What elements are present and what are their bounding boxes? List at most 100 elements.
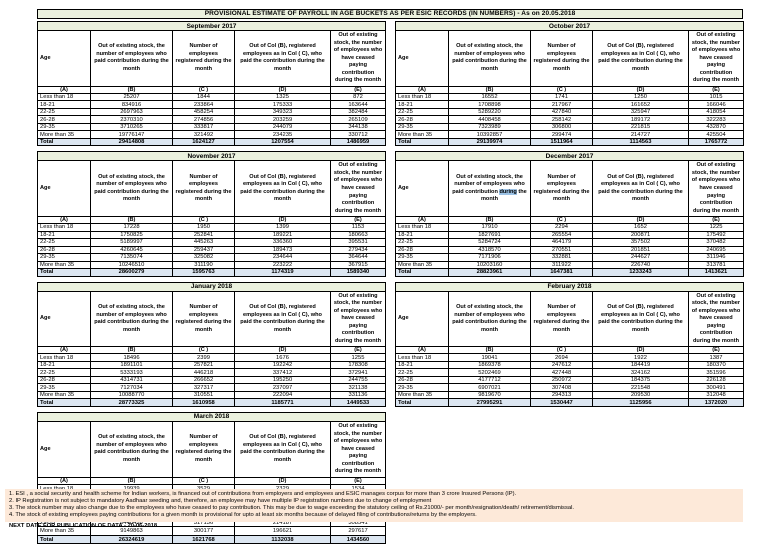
column-letter: (B) (90, 476, 173, 485)
table-row: Less than 18 18496 2399 1676 1255 (37, 353, 387, 362)
table-row: 22-25 5189997 445263 336360 395531 (37, 238, 386, 247)
next-date: NEXT DATE FOR PUBLICATION OF DATA - 20-0… (9, 523, 158, 529)
column-letter: (C ) (172, 85, 235, 94)
value-cell: 203259 (234, 115, 331, 124)
col-header-d: Out of Col (B), registered employees as … (234, 30, 331, 87)
total-value-cell: 29414808 (90, 137, 173, 147)
table-row: More than 35 10246510 311190 223222 367915 (37, 260, 386, 270)
col-header-c: Number of employees registered during th… (530, 160, 593, 218)
value-cell: 209530 (592, 391, 689, 400)
value-cell: 445263 (172, 238, 235, 247)
total-value-cell: 1595763 (172, 268, 235, 277)
table-row: More than 35 9819670 294313 209530 312048 (395, 391, 745, 400)
value-cell: 175492 (687, 230, 745, 240)
col-header-b: Out of existing stock, the number of emp… (90, 160, 173, 218)
value-cell: 336360 (234, 238, 331, 247)
total-value-cell: 1174319 (234, 268, 331, 277)
value-cell: 872 (329, 92, 387, 102)
table-row: 22-25 5333193 446218 337412 372941 (37, 368, 387, 377)
age-cell: 26-28 (395, 115, 449, 124)
value-cell: 10392857 (448, 130, 531, 139)
value-cell: 310551 (172, 391, 235, 400)
value-cell: 311190 (172, 260, 235, 270)
col-header-d: Out of Col (B), registered employees as … (234, 160, 331, 218)
value-cell: 226740 (592, 260, 689, 270)
value-cell: 7323989 (448, 122, 531, 132)
value-cell: 1676 (234, 353, 331, 362)
column-letter: (E) (329, 85, 387, 94)
value-cell: 25207 (90, 92, 173, 102)
total-value-cell: 28773325 (90, 398, 173, 407)
value-cell: 200871 (592, 230, 689, 240)
value-cell: 2694 (530, 353, 593, 362)
value-cell: 446218 (172, 368, 235, 377)
age-cell: Less than 18 (37, 353, 91, 362)
value-cell: 1891101 (90, 361, 173, 370)
age-cell: 18-21 (37, 230, 91, 240)
age-cell: More than 35 (37, 391, 91, 400)
value-cell: 237097 (234, 383, 331, 392)
column-letter-row: (A) (B) (C ) (D) (E) (395, 346, 745, 355)
col-header-c: Number of employees registered during th… (172, 160, 235, 218)
table-row: 29-35 3710265 333817 244079 344138 (37, 122, 387, 132)
value-cell: 222094 (234, 391, 331, 400)
column-letter-row: (A) (B) (C ) (D) (E) (395, 216, 745, 225)
total-row: Total 26324619 1621768 1132038 1434560 (37, 534, 387, 544)
column-letter: (D) (234, 346, 331, 355)
total-value-cell: 26324619 (90, 534, 173, 544)
table-row: 26-28 2370310 274856 203259 265109 (37, 115, 387, 124)
age-cell: Less than 18 (37, 223, 91, 232)
value-cell: 279434 (330, 245, 386, 255)
total-value-cell: 29139974 (448, 137, 531, 147)
value-cell: 311946 (687, 253, 745, 262)
value-cell: 240695 (687, 245, 745, 255)
value-cell: 2697963 (90, 107, 173, 117)
column-letter: (E) (688, 85, 744, 94)
col-header-b: Out of existing stock, the number of emp… (90, 290, 173, 348)
total-value-cell: 1434560 (329, 534, 387, 544)
col-header-e: Out of existing stock, the number of emp… (687, 290, 745, 348)
value-cell: 294313 (530, 391, 593, 400)
table-row: 22-25 2697963 458254 349323 382484 (37, 107, 387, 117)
value-cell: 4260645 (90, 245, 173, 255)
value-cell: 234235 (234, 130, 331, 139)
value-cell: 464179 (530, 238, 593, 247)
value-cell: 344138 (329, 122, 387, 132)
value-cell: 333817 (172, 122, 235, 132)
month-title: February 2018 (394, 281, 745, 292)
age-cell: 18-21 (395, 230, 449, 240)
note-line: 4. The stock of existing employees payin… (9, 512, 477, 518)
age-cell: 26-28 (37, 115, 91, 124)
age-cell: 22-25 (37, 368, 91, 377)
age-cell: 29-35 (395, 122, 449, 132)
month-table: December 2017 Age Out of existing stock,… (394, 151, 745, 277)
total-value-cell: 1765772 (688, 137, 744, 147)
col-header-d: Out of Col (B), registered employees as … (592, 30, 689, 87)
table-row: Less than 18 16552 1741 1250 1015 (395, 92, 744, 102)
column-letter: (E) (687, 216, 745, 225)
table-row: 22-25 5289220 427840 325947 418054 (395, 107, 744, 117)
total-label: Total (37, 398, 91, 407)
value-cell: 223222 (234, 260, 331, 270)
value-cell: 382484 (329, 107, 387, 117)
table-row: 26-28 4408458 258142 189172 322283 (395, 115, 744, 124)
value-cell: 325082 (172, 253, 235, 262)
value-cell: 180370 (687, 361, 745, 370)
col-header-b: Out of existing stock, the number of emp… (448, 290, 531, 348)
value-cell: 19041 (448, 353, 531, 362)
value-cell: 322283 (688, 115, 744, 124)
value-cell: 5189997 (90, 238, 173, 247)
column-letter: (A) (395, 346, 449, 355)
table-row: 29-35 7171906 332881 244627 311946 (395, 253, 745, 262)
col-header-age: Age (37, 160, 91, 218)
value-cell: 244079 (234, 122, 331, 132)
value-cell: 1250 (592, 92, 689, 102)
value-cell: 312048 (687, 391, 745, 400)
col-header-b: Out of existing stock, the number of emp… (448, 30, 531, 87)
column-letter: (C ) (530, 216, 593, 225)
column-letter: (E) (330, 216, 386, 225)
col-header-c: Number of employees registered during th… (172, 30, 235, 87)
value-cell: 4318570 (448, 245, 531, 255)
total-value-cell: 1610958 (172, 398, 235, 407)
value-cell: 307408 (530, 383, 593, 392)
